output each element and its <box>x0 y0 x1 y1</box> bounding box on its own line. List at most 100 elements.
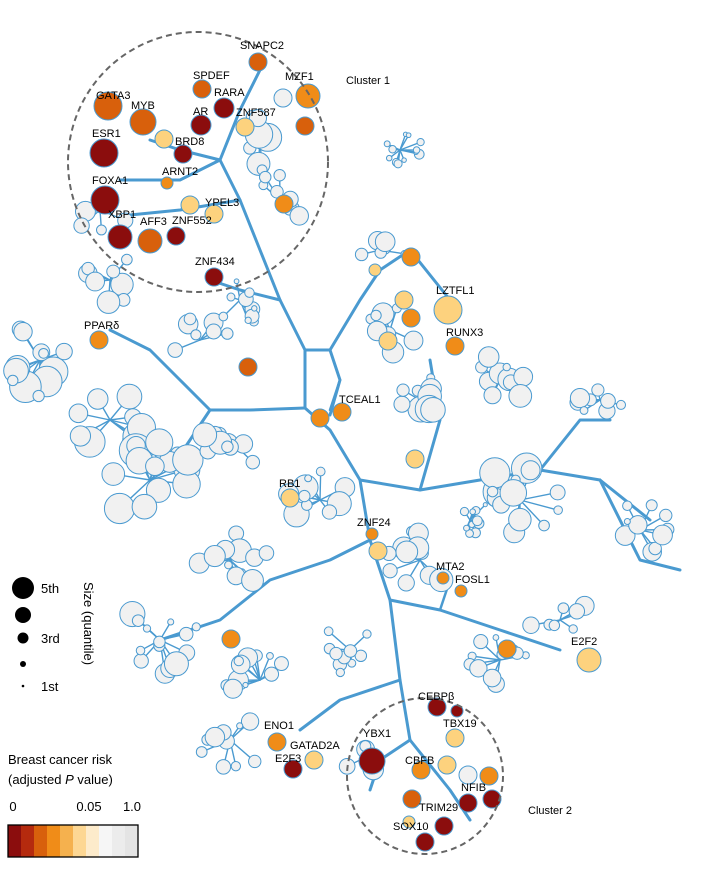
regulon-node <box>13 322 33 342</box>
regulon-node <box>32 389 45 403</box>
regulon-node <box>445 336 465 356</box>
regulon-node <box>385 154 393 162</box>
regulon-node <box>304 750 324 770</box>
regulon-node <box>274 194 294 214</box>
regulon-node <box>520 460 541 481</box>
gene-label: AFF3 <box>140 216 167 228</box>
regulon-node <box>427 697 447 717</box>
color-legend-title: Breast cancer risk <box>8 752 113 767</box>
gene-label: TCEAL1 <box>339 394 381 406</box>
regulon-node <box>258 545 275 561</box>
gene-label: ZNF24 <box>357 517 391 529</box>
gene-label: RARA <box>214 87 245 99</box>
regulon-node <box>89 138 119 168</box>
tree-edge <box>538 418 612 472</box>
regulon-node <box>251 305 258 312</box>
size-legend: 5th 3rd 1st Size (quantile) <box>12 577 96 694</box>
regulon-node <box>204 267 224 287</box>
size-legend-dot <box>17 632 29 644</box>
regulon-node <box>454 584 468 598</box>
regulon-node <box>205 323 222 340</box>
regulon-node <box>482 502 488 508</box>
regulon-node <box>233 655 244 667</box>
regulon-node <box>192 422 218 448</box>
gene-labels: SNAPC2 SPDEF MZF1 GATA3 MYB RARA AR ZNF5… <box>84 40 597 833</box>
regulon-node <box>502 362 511 372</box>
gene-label: E2F3 <box>275 753 301 765</box>
regulon-node <box>245 454 261 470</box>
color-bar-cell <box>8 825 22 857</box>
regulon-node <box>236 722 244 730</box>
regulon-node <box>370 309 382 322</box>
regulon-node <box>85 271 106 292</box>
regulon-node <box>242 681 249 689</box>
regulon-node <box>471 515 483 527</box>
color-bar-cell <box>60 825 74 857</box>
regulon-node <box>103 492 136 525</box>
regulon-node <box>394 290 414 310</box>
gene-label: FOXA1 <box>92 175 128 187</box>
size-legend-dot <box>20 661 26 667</box>
regulon-node <box>411 760 431 780</box>
size-legend-dot <box>12 577 34 599</box>
regulon-node <box>204 726 226 748</box>
gene-label: SPDEF <box>193 70 230 82</box>
regulon-node <box>191 622 201 632</box>
regulon-node <box>329 646 343 661</box>
color-bar-cell <box>34 825 48 857</box>
color-bar-cell <box>99 825 113 857</box>
regulon-node <box>463 524 470 532</box>
regulon-node <box>93 91 123 121</box>
regulon-node <box>238 357 258 377</box>
regulon-node <box>549 484 566 501</box>
regulon-node <box>469 508 477 516</box>
regulon-node <box>445 728 465 748</box>
tree-edge <box>218 68 262 162</box>
tree-edge <box>328 378 342 412</box>
regulon-node <box>137 228 163 254</box>
gene-label: RB1 <box>279 478 300 490</box>
regulon-node <box>101 462 126 486</box>
regulon-node <box>538 519 550 532</box>
regulon-node <box>145 477 172 503</box>
gene-label: CBFB <box>405 755 434 767</box>
gene-label: SNAPC2 <box>240 40 284 52</box>
regulon-node <box>273 169 286 182</box>
regulon-node <box>645 499 658 512</box>
regulon-node <box>486 485 499 498</box>
regulon-node <box>548 619 561 632</box>
gene-label: MYB <box>131 100 155 112</box>
regulon-node <box>405 132 412 139</box>
regulon-node <box>508 507 532 532</box>
regulon-node <box>280 488 300 508</box>
regulon-node <box>433 295 463 325</box>
regulon-node <box>492 634 500 641</box>
regulon-node <box>142 624 152 633</box>
regulon-node <box>266 651 274 660</box>
color-legend-tick: 1.0 <box>123 799 141 814</box>
regulon-node <box>153 635 166 649</box>
tree-edge <box>108 328 212 412</box>
regulon-node <box>648 541 662 556</box>
regulon-node <box>405 449 425 469</box>
regulon-node <box>343 644 358 658</box>
gene-label: NFIB <box>461 782 486 794</box>
regulon-node <box>458 793 478 813</box>
regulon-node <box>652 524 673 546</box>
regulon-node <box>192 79 212 99</box>
regulon-node <box>295 83 321 109</box>
regulon-node <box>378 331 398 351</box>
regulon-node <box>569 387 591 409</box>
cluster-2-outline <box>346 697 504 855</box>
regulon-node <box>568 624 578 634</box>
gene-label: GATA3 <box>96 90 130 102</box>
regulon-node <box>221 327 234 340</box>
regulon-node <box>483 386 502 405</box>
gene-label: CEBPβ <box>418 691 454 703</box>
regulon-node <box>241 569 264 592</box>
size-legend-dot <box>21 684 25 688</box>
regulon-node <box>289 206 309 226</box>
tree-nodes <box>3 52 675 852</box>
regulon-node <box>96 224 107 236</box>
